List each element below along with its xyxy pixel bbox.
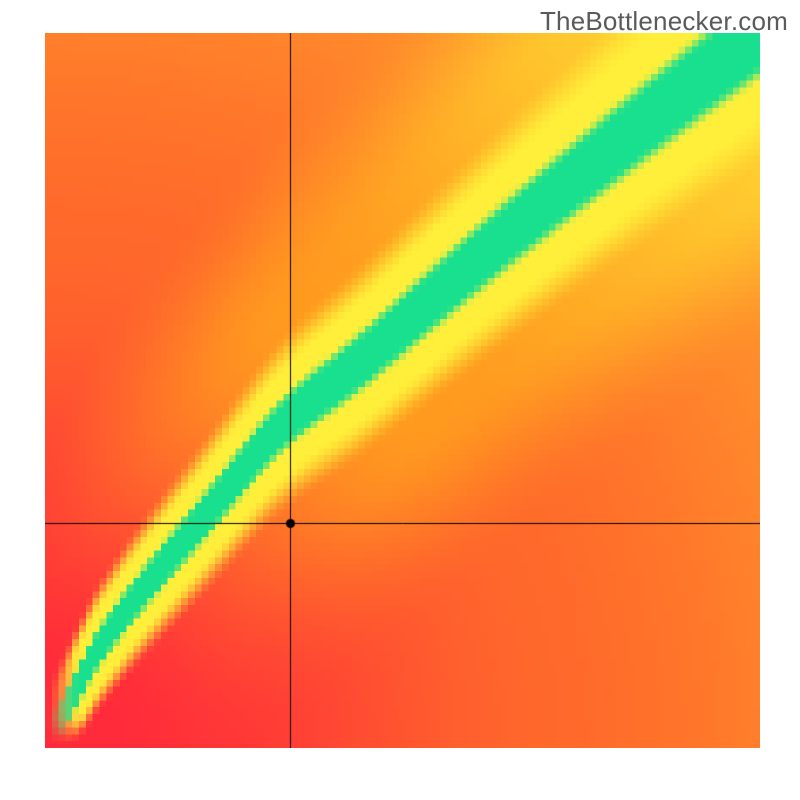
watermark-text: TheBottlenecker.com xyxy=(540,6,788,37)
bottleneck-heatmap xyxy=(45,33,760,748)
chart-container: TheBottlenecker.com xyxy=(0,0,800,800)
